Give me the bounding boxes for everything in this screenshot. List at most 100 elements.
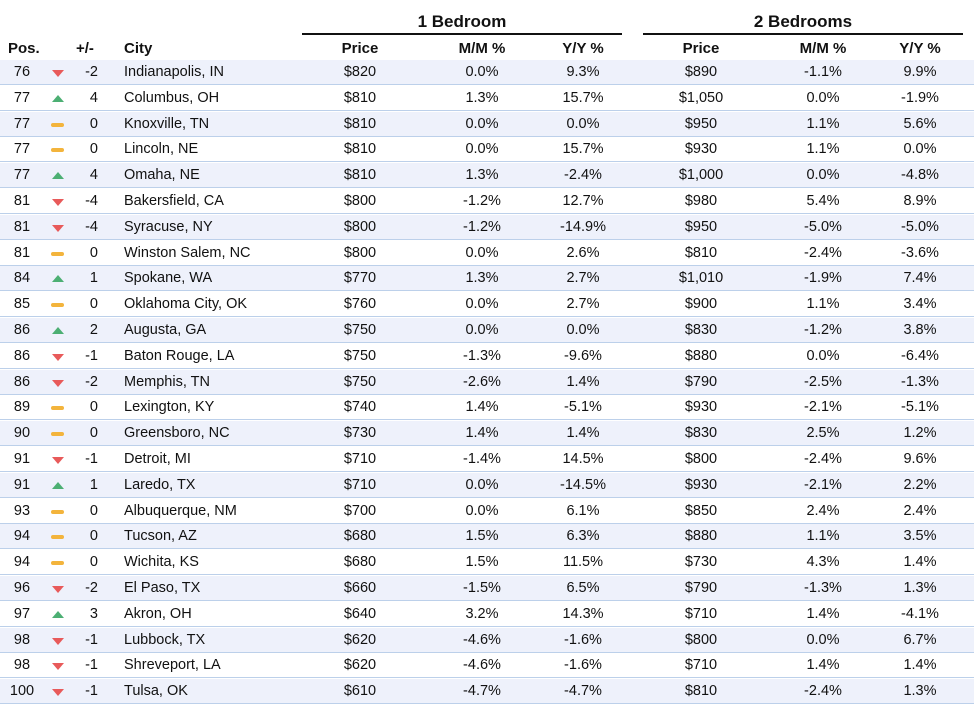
cell-change: 0: [89, 528, 98, 545]
cell-city: Akron, OH: [124, 605, 192, 622]
trend-down-icon: [52, 353, 64, 361]
table-row: 86 2 Augusta, GA $750 0.0% 0.0% $830 -1.2% 3.8%: [0, 318, 974, 343]
cell-change: -1: [85, 683, 98, 700]
trend-down-icon: [52, 689, 64, 697]
cell-mm-2br: -2.5%: [804, 373, 842, 390]
cell-yy-1br: -14.5%: [560, 476, 606, 493]
trend-up-icon: [52, 94, 64, 102]
cell-city: Shreveport, LA: [124, 657, 221, 674]
cell-pos: 94: [13, 528, 31, 545]
cell-price-1br: $680: [343, 528, 377, 545]
cell-city: Detroit, MI: [124, 451, 191, 467]
cell-mm-1br: 0.0%: [465, 141, 499, 158]
cell-mm-2br: 0.0%: [806, 631, 840, 648]
group-rule-1-bedroom: [302, 33, 622, 35]
trend-down-icon: [52, 586, 64, 593]
cell-mm-2br: -1.9%: [804, 270, 842, 287]
cell-price-2br: $930: [684, 141, 718, 158]
table-row: 81 -4 Syracuse, NY $800 -1.2% -14.9% $950 -5.0%…: [0, 214, 974, 240]
cell-change: -1: [85, 347, 98, 364]
table-row: 85 0 Oklahoma City, OK $760 0.0% 2.7% $900 1.1%…: [0, 292, 974, 318]
table-row: 77 0 Knoxville, TN $810 0.0% 0.0% $950 1.1% 5.6%: [0, 111, 974, 137]
cell-yy-1br: -9.6%: [564, 347, 602, 364]
trend-flat-icon: [51, 406, 64, 411]
cell-pos: 97: [13, 605, 31, 622]
table-row: 81 0 Winston Salem, NC $800 0.0% 2.6% $810 -2.4…: [0, 241, 974, 266]
cell-pos: 91: [13, 451, 31, 467]
cell-mm-1br: -4.6%: [463, 631, 501, 648]
cell-yy-1br: 1.4%: [566, 373, 600, 390]
cell-yy-2br: 3.5%: [903, 528, 937, 545]
table-row: 94 0 Tucson, AZ $680 1.5% 6.3% $880 1.1% 3.5%: [0, 524, 974, 550]
trend-flat-icon: [51, 535, 64, 540]
cell-pos: 100: [9, 683, 35, 700]
cell-yy-1br: -2.4%: [564, 167, 602, 184]
cell-yy-1br: 1.4%: [566, 425, 600, 442]
cell-pos: 91: [13, 476, 31, 493]
cell-change: -1: [85, 631, 98, 648]
header-price-2br: Price: [682, 40, 720, 57]
cell-yy-1br: 6.1%: [566, 502, 600, 519]
cell-change: 0: [89, 141, 98, 158]
cell-city: Lexington, KY: [124, 399, 215, 416]
trend-down-icon: [52, 457, 64, 464]
group-title-1-bedroom: 1 Bedroom: [417, 12, 507, 31]
cell-city: Wichita, KS: [124, 554, 199, 571]
cell-price-2br: $900: [684, 296, 718, 313]
cell-yy-1br: -1.6%: [564, 657, 602, 674]
header-mm-2br: M/M %: [799, 40, 847, 57]
cell-price-2br: $790: [684, 373, 718, 390]
cell-yy-1br: 9.3%: [566, 64, 600, 80]
table-row: 86 -2 Memphis, TN $750 -2.6% 1.4% $790 -2.5% -1.…: [0, 369, 974, 395]
cell-pos: 86: [13, 322, 31, 338]
table-row: 100 -1 Tulsa, OK $610 -4.7% -4.7% $810 -2.4% 1.3…: [0, 679, 974, 704]
cell-mm-2br: 1.4%: [806, 605, 840, 622]
cell-mm-2br: 0.0%: [806, 89, 840, 106]
cell-change: 4: [89, 167, 98, 184]
cell-city: Albuquerque, NM: [124, 502, 237, 519]
cell-pos: 77: [13, 89, 31, 106]
cell-yy-2br: -1.3%: [901, 373, 939, 390]
cell-price-2br: $800: [684, 451, 718, 467]
cell-pos: 98: [13, 657, 31, 674]
cell-price-1br: $750: [343, 322, 377, 338]
cell-price-2br: $1,050: [678, 89, 724, 106]
cell-mm-1br: 1.3%: [465, 270, 499, 287]
cell-price-1br: $800: [343, 193, 377, 209]
cell-pos: 86: [13, 373, 31, 390]
cell-yy-2br: -5.1%: [901, 399, 939, 416]
cell-price-2br: $810: [684, 244, 718, 261]
trend-down-icon: [52, 199, 64, 206]
cell-price-2br: $880: [684, 347, 718, 364]
cell-yy-1br: -5.1%: [564, 399, 602, 416]
trend-flat-icon: [51, 122, 64, 127]
cell-price-1br: $810: [343, 115, 377, 132]
trend-down-icon: [52, 663, 64, 671]
cell-yy-1br: 6.3%: [566, 528, 600, 545]
trend-down-icon: [52, 379, 64, 387]
cell-yy-1br: 14.5%: [562, 451, 604, 467]
header-price-1br: Price: [341, 40, 379, 57]
cell-city: Indianapolis, IN: [124, 64, 224, 80]
cell-mm-1br: 0.0%: [465, 322, 499, 338]
cell-mm-2br: 2.5%: [806, 425, 840, 442]
table-row: 96 -2 El Paso, TX $660 -1.5% 6.5% $790 -1.3% 1.3…: [0, 576, 974, 601]
cell-change: -4: [85, 193, 98, 209]
cell-price-1br: $710: [343, 476, 377, 493]
cell-yy-2br: 9.9%: [903, 64, 937, 80]
group-rule-2-bedrooms: [643, 33, 963, 35]
cell-city: Laredo, TX: [124, 476, 196, 493]
cell-price-2br: $800: [684, 631, 718, 648]
cell-pos: 89: [13, 399, 31, 416]
cell-pos: 81: [13, 193, 31, 209]
trend-flat-icon: [51, 509, 64, 514]
cell-price-2br: $830: [684, 322, 718, 338]
table-row: 91 -1 Detroit, MI $710 -1.4% 14.5% $800 -2.4% 9.…: [0, 447, 974, 472]
cell-pos: 86: [13, 347, 31, 364]
cell-pos: 93: [13, 502, 31, 519]
table-row: 93 0 Albuquerque, NM $700 0.0% 6.1% $850 2.4% 2.…: [0, 499, 974, 524]
cell-yy-1br: 2.6%: [566, 244, 600, 261]
cell-mm-1br: -1.2%: [463, 218, 501, 235]
table-row: 94 0 Wichita, KS $680 1.5% 11.5% $730 4.3% 1.4%: [0, 550, 974, 576]
trend-up-icon: [52, 327, 64, 334]
